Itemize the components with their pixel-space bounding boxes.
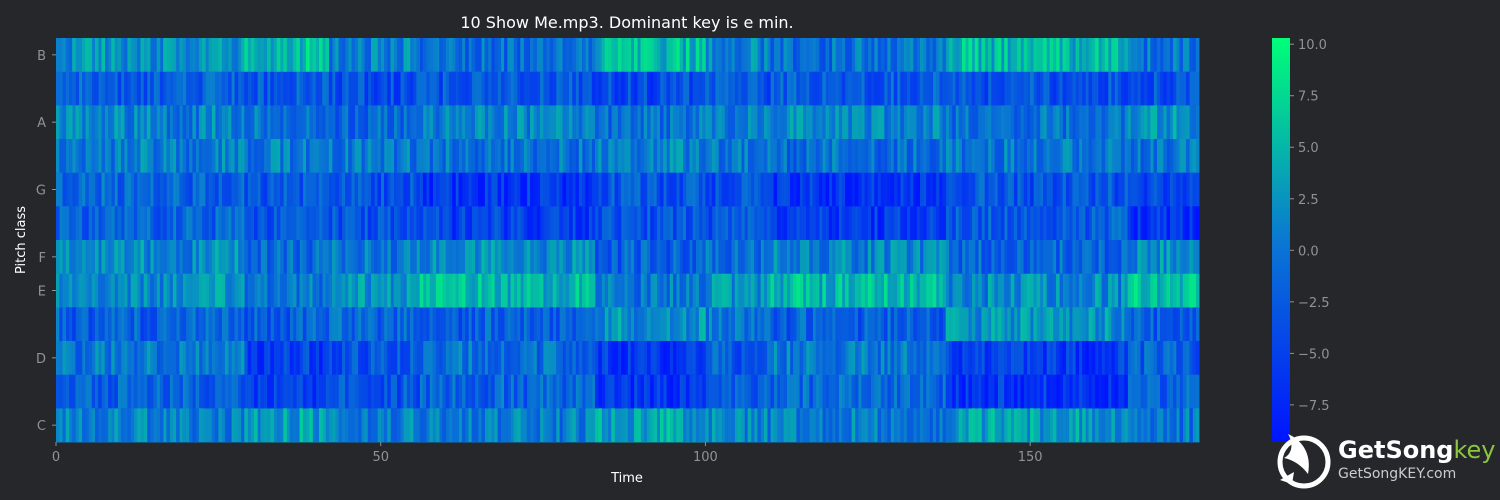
heatmap-cells bbox=[56, 38, 1200, 443]
heatmap-texture bbox=[458, 172, 1190, 409]
colorbar-tick-label: −2.5 bbox=[1298, 296, 1330, 311]
bird-logo-icon bbox=[1277, 434, 1331, 489]
y-tick-label: G bbox=[36, 184, 46, 199]
heatmap-texture bbox=[62, 38, 1193, 442]
heatmap-texture bbox=[56, 38, 1200, 442]
colorbar-tick-label: 7.5 bbox=[1298, 90, 1319, 105]
y-axis-label: Pitch class bbox=[14, 206, 29, 274]
y-tick-label: C bbox=[37, 419, 46, 434]
colorbar-tick-label: 5.0 bbox=[1298, 141, 1319, 156]
chart-title: 10 Show Me.mp3. Dominant key is e min. bbox=[460, 13, 793, 32]
colorbar-tick-label: 0.0 bbox=[1298, 244, 1319, 259]
y-tick-label: F bbox=[39, 251, 46, 266]
colorbar bbox=[1272, 38, 1290, 442]
x-tick-label: 100 bbox=[693, 450, 718, 465]
y-tick-label: D bbox=[36, 352, 46, 367]
heatmap-texture bbox=[85, 71, 1190, 409]
colorbar-ticks: 10.0 7.5 5.0 2.5 0.0 −2.5 −5.0 −7.5 bbox=[1290, 38, 1330, 414]
x-axis-label: Time bbox=[610, 471, 643, 486]
logo-brand: GetSongkey bbox=[1338, 436, 1496, 464]
getsongkey-logo: GetSongkey GetSongKEY.com bbox=[1272, 428, 1496, 496]
heatmap-texture bbox=[56, 38, 1200, 442]
heatmap-texture bbox=[59, 38, 1193, 442]
heatmap-texture bbox=[69, 71, 1197, 409]
heatmap-texture bbox=[65, 38, 1190, 442]
colorbar-tick-label: −7.5 bbox=[1298, 399, 1330, 414]
colorbar-tick-label: 10.0 bbox=[1298, 38, 1327, 53]
y-tick-label: A bbox=[37, 116, 46, 131]
x-tick-label: 150 bbox=[1018, 450, 1043, 465]
x-tick-label: 50 bbox=[372, 450, 389, 465]
heatmap-texture bbox=[257, 172, 1197, 409]
heatmap-texture bbox=[429, 172, 1200, 409]
colorbar-tick-label: −5.0 bbox=[1298, 347, 1330, 362]
heatmap-texture bbox=[72, 71, 1200, 409]
logo-url: GetSongKEY.com bbox=[1338, 466, 1457, 482]
colorbar-tick-label: 2.5 bbox=[1298, 193, 1319, 208]
y-axis-ticks: C D E F G A B bbox=[36, 49, 56, 434]
y-tick-label: B bbox=[37, 49, 46, 64]
x-axis-ticks: 0 50 100 150 bbox=[52, 442, 1043, 465]
x-tick-label: 0 bbox=[52, 450, 60, 465]
y-tick-label: E bbox=[38, 285, 46, 300]
